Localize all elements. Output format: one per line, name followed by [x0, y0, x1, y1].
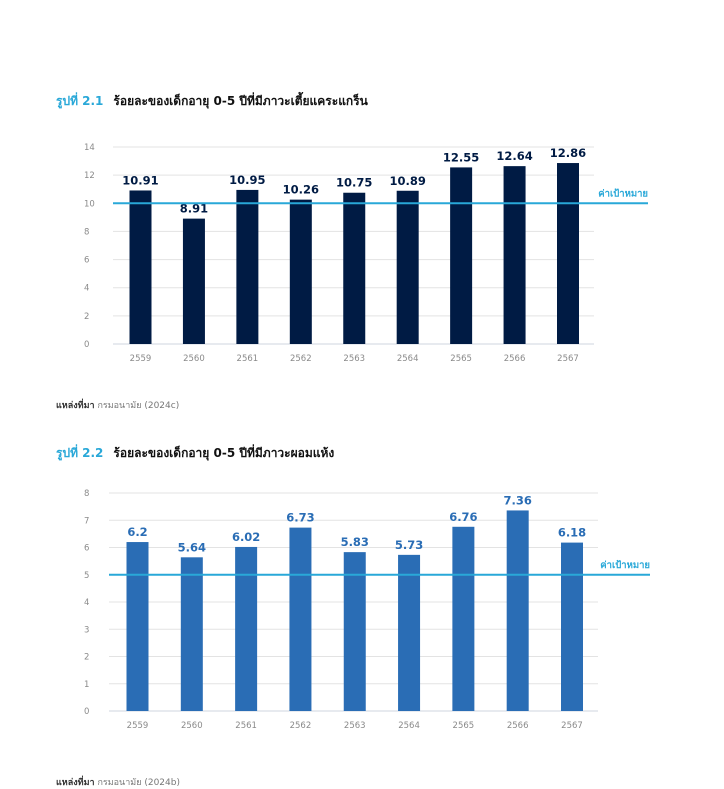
target-label: ค่าเป้าหมาย — [600, 559, 650, 571]
y-tick-label: 0 — [84, 707, 89, 717]
x-tick-label: 2560 — [183, 354, 205, 364]
bar — [398, 554, 421, 711]
bar-value-label: 10.75 — [336, 176, 372, 190]
figure-1-source-label: แหล่งที่มา — [56, 401, 95, 411]
y-tick-label: 5 — [84, 571, 89, 581]
bar-value-label: 12.86 — [550, 146, 586, 160]
figure-1-source-text: กรมอนามัย (2024c) — [97, 401, 180, 411]
y-tick-label: 12 — [84, 171, 95, 181]
figure-2-source: แหล่งที่มา กรมอนามัย (2024b) — [56, 775, 180, 789]
x-tick-label: 2565 — [453, 721, 475, 731]
bar — [236, 189, 259, 344]
y-tick-label: 2 — [84, 653, 89, 663]
target-label: ค่าเป้าหมาย — [598, 187, 648, 199]
bar-value-label: 6.02 — [232, 530, 260, 544]
x-tick-label: 2567 — [557, 354, 579, 364]
bar — [557, 163, 579, 344]
bar-value-label: 5.64 — [178, 540, 206, 554]
x-tick-label: 2561 — [235, 721, 257, 731]
y-tick-label: 4 — [84, 284, 89, 294]
bar — [289, 199, 312, 344]
figure-1-title: รูปที่ 2.1 ร้อยละของเด็กอายุ 0-5 ปีที่มีภ… — [56, 92, 368, 111]
y-tick-label: 7 — [84, 516, 89, 526]
figure-2-title: รูปที่ 2.2 ร้อยละของเด็กอายุ 0-5 ปีที่มีภ… — [56, 444, 334, 463]
bar-value-label: 12.55 — [443, 150, 479, 164]
y-tick-label: 3 — [84, 625, 89, 635]
bar-value-label: 12.64 — [496, 149, 532, 163]
bar — [343, 552, 366, 711]
y-tick-label: 8 — [84, 227, 89, 237]
y-tick-label: 10 — [84, 199, 95, 209]
x-tick-label: 2564 — [398, 721, 420, 731]
bar-value-label: 6.2 — [127, 525, 147, 539]
y-tick-label: 6 — [84, 544, 89, 554]
x-tick-label: 2567 — [561, 721, 583, 731]
x-tick-label: 2559 — [127, 721, 149, 731]
figure-1-source: แหล่งที่มา กรมอนามัย (2024c) — [56, 398, 179, 412]
bar — [126, 542, 149, 711]
y-tick-label: 4 — [84, 598, 89, 608]
figure-2-source-text: กรมอนามัย (2024b) — [97, 778, 180, 788]
figure-1-number: รูปที่ 2.1 — [56, 94, 104, 108]
bar — [450, 167, 473, 344]
y-tick-label: 14 — [84, 143, 95, 153]
x-tick-label: 2566 — [504, 354, 526, 364]
y-tick-label: 2 — [84, 312, 89, 322]
bar — [289, 527, 312, 711]
bar-value-label: 7.36 — [504, 493, 532, 507]
x-tick-label: 2561 — [237, 354, 259, 364]
x-tick-label: 2560 — [181, 721, 203, 731]
y-tick-label: 8 — [84, 489, 89, 499]
y-tick-label: 6 — [84, 256, 89, 266]
bar-value-label: 10.89 — [389, 174, 425, 188]
bar — [506, 510, 529, 711]
bar — [561, 542, 583, 711]
bar — [452, 526, 475, 711]
bar-value-label: 6.76 — [449, 510, 477, 524]
bar — [235, 546, 258, 711]
bar-value-label: 5.73 — [395, 538, 423, 552]
bar — [503, 166, 526, 344]
bar — [129, 190, 152, 344]
x-tick-label: 2559 — [130, 354, 152, 364]
x-tick-label: 2562 — [290, 721, 312, 731]
y-tick-label: 1 — [84, 680, 89, 690]
figure-1-caption: ร้อยละของเด็กอายุ 0-5 ปีที่มีภาวะเตี้ยแค… — [113, 94, 368, 108]
bar-value-label: 5.83 — [341, 535, 369, 549]
bar-value-label: 10.95 — [229, 173, 265, 187]
bar-value-label: 6.18 — [558, 526, 586, 540]
x-tick-label: 2565 — [450, 354, 472, 364]
x-tick-label: 2563 — [344, 721, 366, 731]
figure-2-caption: ร้อยละของเด็กอายุ 0-5 ปีที่มีภาวะผอมแห้ง — [113, 446, 335, 460]
bar — [180, 557, 203, 711]
y-tick-label: 0 — [84, 340, 89, 350]
bar — [396, 190, 419, 344]
bar-value-label: 10.91 — [122, 173, 158, 187]
x-tick-label: 2566 — [507, 721, 529, 731]
bar — [182, 218, 205, 344]
figure-2-number: รูปที่ 2.2 — [56, 446, 104, 460]
bar-value-label: 10.26 — [283, 183, 319, 197]
x-tick-label: 2562 — [290, 354, 312, 364]
bar-value-label: 6.73 — [286, 511, 314, 525]
x-tick-label: 2564 — [397, 354, 419, 364]
bar — [343, 192, 366, 344]
x-tick-label: 2563 — [343, 354, 365, 364]
bar-value-label: 8.91 — [180, 202, 208, 216]
figure-2-source-label: แหล่งที่มา — [56, 778, 95, 788]
